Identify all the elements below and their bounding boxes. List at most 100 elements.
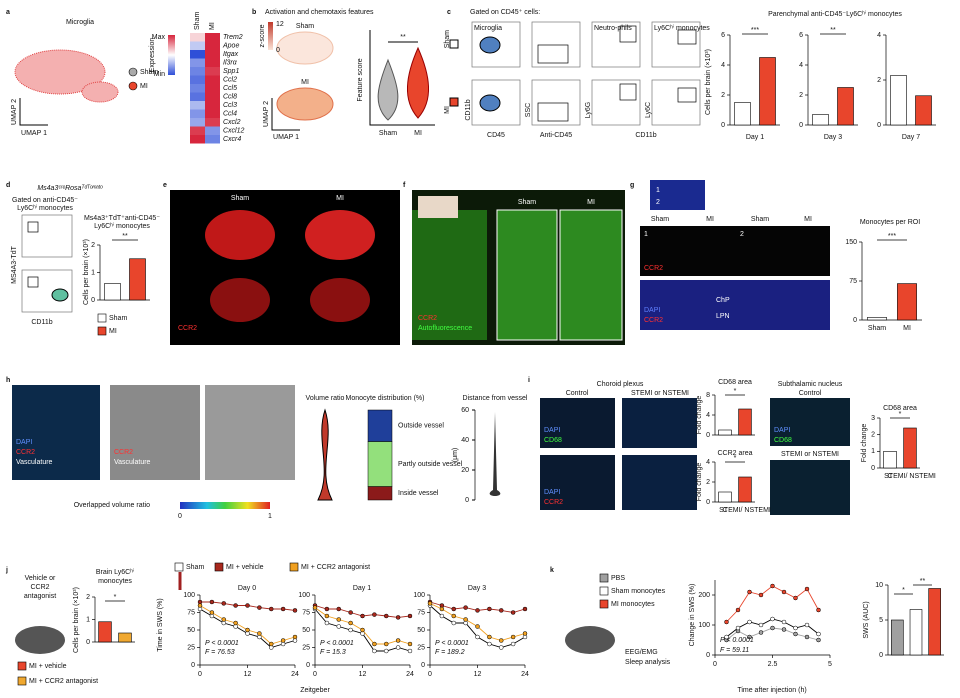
heatmap-cell — [190, 50, 205, 59]
data-point — [257, 605, 262, 610]
brain — [305, 210, 375, 260]
legend-key — [599, 586, 609, 596]
label: Day 1 — [746, 134, 764, 141]
label: CD68 — [544, 437, 562, 444]
y-tick-label: 75 — [302, 609, 310, 616]
label: Day 3 — [824, 134, 842, 141]
umap-cloud — [81, 81, 119, 103]
label: CCR2 — [16, 449, 35, 456]
label: Time in SWS (%) — [157, 598, 164, 651]
significance: * — [734, 455, 737, 462]
y-tick-label: 150 — [845, 239, 857, 246]
data-point — [499, 638, 504, 643]
label: CCR2 — [114, 449, 133, 456]
label: Sham — [379, 130, 397, 137]
legend-label: MI + vehicle — [29, 663, 67, 670]
data-point — [758, 622, 764, 628]
label: CD11b — [465, 99, 472, 120]
y-tick-label: 6 — [721, 32, 725, 39]
heatmap-cell — [205, 75, 220, 84]
y-tick-label: 4 — [877, 32, 881, 39]
heatmap-cell — [190, 58, 205, 67]
y-tick-label: 25 — [417, 644, 425, 651]
legend-label: MI + vehicle — [226, 564, 264, 571]
label: Vehicle or — [25, 575, 56, 582]
stacked-segment — [367, 409, 393, 442]
bar — [897, 283, 917, 321]
bar — [98, 621, 112, 643]
label: Ly6C — [645, 102, 652, 118]
legend-key — [289, 562, 299, 572]
data-point — [221, 617, 226, 622]
violin — [489, 412, 501, 496]
data-point — [735, 607, 741, 613]
y-tick-label: 0 — [91, 297, 95, 304]
image — [650, 180, 705, 210]
data-point — [793, 625, 798, 631]
label: Feature score — [357, 58, 364, 101]
violin — [317, 408, 333, 501]
label: Ly6G — [585, 102, 592, 118]
panel-letter: i — [528, 377, 530, 384]
label: CD11b — [635, 132, 656, 139]
row-key — [449, 97, 459, 107]
bar — [738, 408, 752, 436]
label: Neutro-phils — [594, 25, 632, 32]
label: Fold change — [861, 424, 868, 463]
label: 2 — [740, 231, 744, 238]
label: Gated on anti-CD45⁻ — [12, 197, 78, 204]
x-tick-label: 12 — [359, 671, 367, 678]
x-tick-label: 2.5 — [768, 661, 778, 668]
x-tick-label: 0 — [198, 671, 202, 678]
images — [540, 398, 850, 515]
y-tick-label: 2 — [799, 92, 803, 99]
label: Sham — [140, 69, 158, 76]
data-point — [348, 620, 353, 626]
x-tick-label: C — [722, 507, 727, 514]
y-tick-label: 0 — [191, 662, 195, 669]
bar — [867, 317, 887, 321]
label: Cells per brain (×10³) — [83, 239, 90, 305]
label: MI — [301, 79, 309, 86]
label: DAPI — [544, 427, 560, 434]
bar — [903, 427, 917, 469]
heatmap-cell — [205, 58, 220, 67]
colorbar — [168, 35, 175, 75]
y-tick-label: 0 — [706, 499, 710, 506]
y-tick-label: 3 — [871, 415, 875, 422]
data-point — [292, 634, 298, 640]
label: Cells per brain (×10³) — [705, 49, 712, 115]
y-tick-label: 0 — [877, 122, 881, 129]
label: DAPI — [644, 307, 660, 314]
label: MI — [336, 195, 344, 202]
data-point — [269, 641, 274, 647]
label: MI — [444, 106, 451, 114]
legend-label: Sham monocytes — [611, 588, 666, 595]
data-point — [372, 648, 377, 654]
image — [770, 398, 850, 446]
panel-letter: f — [403, 182, 406, 189]
label: SSC — [525, 103, 532, 117]
label: CCR2 — [30, 584, 49, 591]
data-point — [407, 613, 413, 619]
bar — [734, 102, 751, 126]
series-line — [726, 585, 819, 623]
x-tick-label: 12 — [474, 671, 482, 678]
data-point — [781, 619, 787, 625]
label: Vasculature — [16, 459, 53, 466]
gene-label: Cxcl2 — [223, 119, 241, 126]
y-tick-label: 0 — [306, 662, 310, 669]
data-point — [499, 608, 504, 613]
label: Ly6Cʰⁱ monocytes — [17, 204, 73, 212]
legend-label: MI + CCR2 antagonist — [29, 678, 98, 685]
y-tick-label: 2 — [91, 242, 95, 249]
label: antagonist — [24, 593, 56, 600]
colorbar — [268, 22, 273, 50]
violin-axes — [369, 30, 435, 126]
legend-label: Outside vessel — [398, 423, 444, 430]
data-point — [793, 595, 798, 601]
legend-label: MI monocytes — [611, 601, 655, 608]
label: Day 7 — [902, 134, 920, 141]
label: Sham — [751, 216, 769, 223]
data-point — [770, 583, 775, 589]
